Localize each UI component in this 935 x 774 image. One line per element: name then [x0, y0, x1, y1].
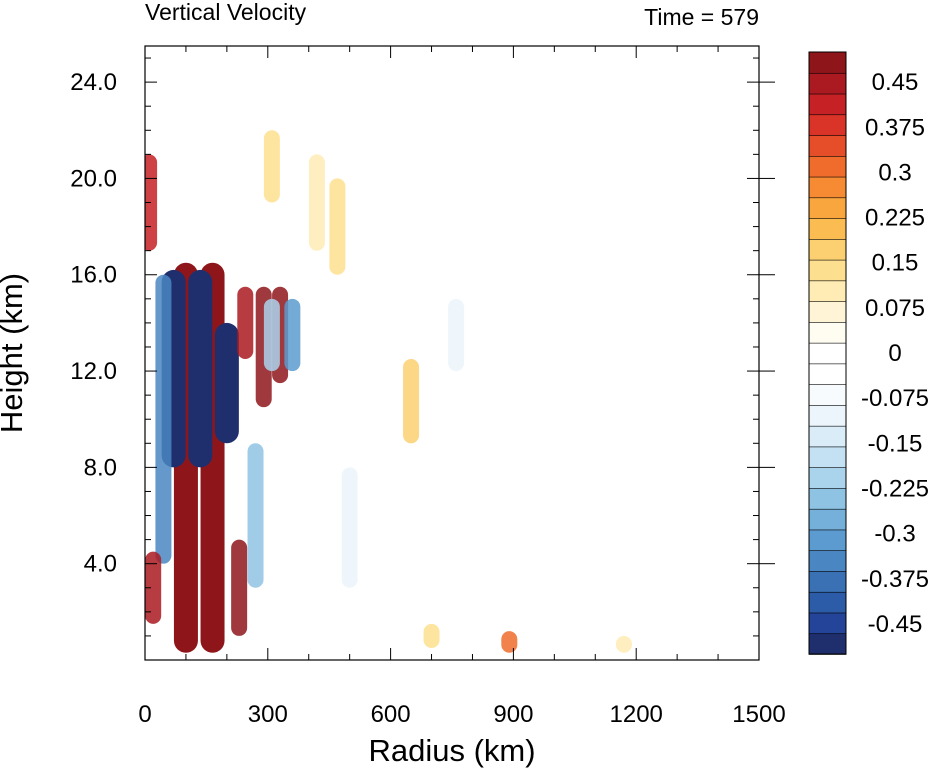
colorbar-tick-label: -0.075: [861, 385, 929, 412]
colorbar-swatch: [808, 404, 847, 427]
colorbar-swatch: [808, 155, 847, 178]
x-tick-label: 300: [248, 701, 288, 728]
y-tick-label: 24.0: [70, 69, 117, 96]
colorbar-swatch: [808, 259, 847, 282]
colorbar-swatch: [808, 280, 847, 302]
chart-title: Vertical Velocity: [145, 0, 307, 25]
updraft-band-9: [237, 286, 254, 360]
updraft-band-17: [329, 178, 346, 275]
colorbar-tick-label: 0.45: [872, 69, 919, 96]
colorbar-swatch: [808, 508, 847, 531]
colorbar-swatch: [808, 591, 847, 614]
x-axis-ticks: 0 300 600 900 1200 1500: [138, 46, 786, 728]
updraft-band-23: [615, 635, 632, 653]
colorbar-swatch: [808, 217, 847, 240]
x-tick-label: 1200: [610, 701, 663, 728]
updraft-band-6: [145, 551, 162, 624]
updraft-band-15: [263, 130, 280, 203]
colorbar-swatch: [808, 632, 847, 655]
colorbar-swatch: [808, 72, 847, 95]
y-tick-label: 12.0: [70, 358, 117, 385]
colorbar-swatch: [808, 321, 847, 344]
x-tick-label: 1500: [732, 701, 785, 728]
colorbar-tick-label: 0.15: [872, 250, 919, 277]
colorbar-swatch: [808, 363, 847, 385]
colorbar-swatch: [808, 197, 847, 219]
colorbar-tick-label: 0.225: [865, 205, 925, 232]
downdraft-band-20: [448, 298, 465, 372]
updraft-band-18: [403, 359, 420, 444]
colorbar-tick-label: -0.15: [868, 430, 923, 457]
colorbar-tick-label: 0.3: [878, 159, 911, 186]
colorbar-swatch: [808, 383, 847, 406]
colorbar-tick-label: -0.225: [861, 475, 929, 502]
x-tick-label: 0: [138, 701, 151, 728]
downdraft-band-5: [155, 274, 172, 564]
y-tick-label: 8.0: [84, 454, 117, 481]
colorbar-swatch: [808, 529, 847, 552]
colorbar-swatch: [808, 570, 847, 593]
colorbar-swatch: [808, 612, 847, 635]
plot-frame: [144, 45, 760, 661]
x-axis-label: Radius (km): [368, 733, 535, 768]
colorbar-tick-label: 0: [888, 340, 901, 367]
colorbar-swatch: [808, 487, 847, 510]
colorbar-labels: 0.45 0.375 0.3 0.225 0.15 0.075 0 -0.075 -0.15 -0…: [861, 69, 929, 638]
colorbar-tick-label: -0.375: [861, 566, 929, 593]
colorbar-tick-label: -0.45: [868, 611, 923, 638]
time-label: Time = 579: [644, 4, 759, 30]
colorbar-swatch: [808, 93, 847, 116]
downdraft-band-12: [247, 443, 264, 588]
colorbar-swatch: [808, 425, 847, 448]
colorbar-swatch: [808, 549, 847, 572]
colorbar-tick-label: -0.3: [874, 521, 915, 548]
y-tick-label: 20.0: [70, 165, 117, 192]
y-axis-label: Height (km): [0, 273, 29, 433]
colorbar-swatch: [808, 134, 847, 157]
heatmap-field: [145, 130, 632, 653]
colorbar-swatch: [808, 113, 847, 136]
downdraft-band-14: [284, 298, 301, 372]
updraft-band-16: [308, 154, 325, 251]
colorbar-swatch: [808, 466, 847, 489]
colorbar: [808, 51, 847, 655]
colorbar-swatch: [808, 176, 847, 199]
colorbar-swatch: [808, 238, 847, 261]
downdraft-band-19: [341, 467, 358, 588]
colorbar-swatch: [808, 446, 847, 468]
y-tick-label: 16.0: [70, 262, 117, 289]
x-tick-label: 600: [371, 701, 411, 728]
colorbar-swatch: [808, 51, 847, 74]
y-axis-ticks: 4.0 8.0 12.0 16.0 20.0 24.0: [70, 57, 775, 637]
updraft-band-8: [231, 539, 248, 636]
downdraft-band-4: [214, 322, 239, 444]
colorbar-swatch: [808, 342, 847, 365]
updraft-band-21: [501, 631, 518, 653]
colorbar-tick-label: 0.075: [865, 295, 925, 322]
updraft-band-22: [423, 623, 440, 648]
colorbar-frame: [808, 51, 847, 655]
x-tick-label: 900: [493, 701, 533, 728]
y-tick-label: 4.0: [84, 551, 117, 578]
downdraft-band-3: [188, 269, 213, 468]
colorbar-swatch: [808, 300, 847, 323]
colorbar-tick-label: 0.375: [865, 114, 925, 141]
downdraft-band-13: [263, 298, 280, 372]
